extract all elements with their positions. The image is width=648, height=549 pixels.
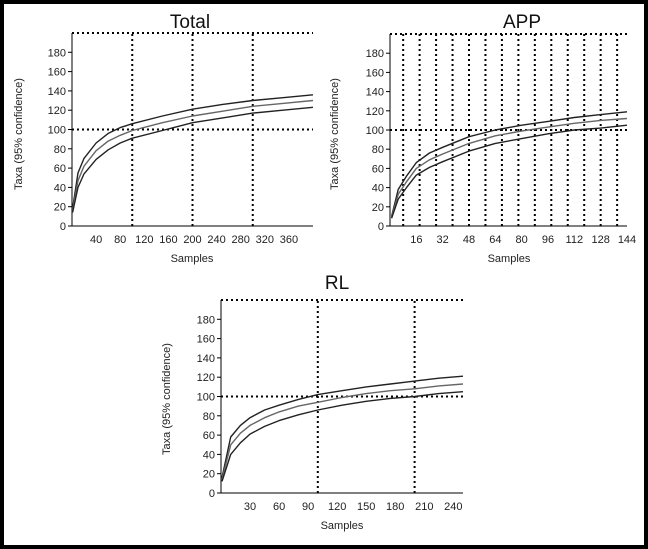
y-axis-label: Taxa (95% confidence)	[329, 78, 341, 190]
y-tick-label: 120	[366, 106, 384, 118]
y-tick-label: 60	[54, 163, 66, 175]
mean-curve	[390, 117, 628, 218]
mean-curve	[221, 383, 464, 480]
y-tick-label: 160	[48, 67, 66, 79]
x-tick-label: 150	[357, 501, 375, 513]
y-axis-label: Taxa (95% confidence)	[161, 343, 173, 455]
rarefaction-figure: Total Samples Taxa (95% confidence) 0 20 4…	[13, 12, 636, 532]
x-tick-label: 280	[232, 234, 250, 246]
x-tick-label: 120	[135, 234, 153, 246]
y-tick-label: 80	[203, 411, 215, 423]
chart-title: APP	[503, 12, 541, 33]
x-tick-label: 210	[415, 501, 433, 513]
x-tick-label: 90	[302, 501, 314, 513]
x-tick-label: 160	[159, 234, 177, 246]
x-tick-label: 80	[516, 234, 528, 246]
y-tick-label: 60	[372, 163, 384, 175]
panel-rl: RL Samples Taxa (95% confidence) 0 20 40 60…	[161, 273, 464, 532]
y-tick-label: 80	[54, 144, 66, 156]
y-axis-label: Taxa (95% confidence)	[13, 78, 25, 190]
x-tick-label: 120	[328, 501, 346, 513]
y-tick-label: 180	[197, 314, 215, 326]
panel-total: Total Samples Taxa (95% confidence) 0 20 4…	[13, 12, 314, 265]
y-tick-label: 20	[203, 469, 215, 481]
x-axis-label: Samples	[321, 520, 364, 532]
x-tick-label: 48	[463, 234, 475, 246]
panel-app: APP Samples Taxa (95% confidence) 0 20 40 6…	[329, 12, 636, 265]
x-tick-label: 200	[183, 234, 201, 246]
x-tick-label: 360	[280, 234, 298, 246]
x-tick-label: 320	[256, 234, 274, 246]
y-tick-label: 60	[203, 430, 215, 442]
x-axis-label: Samples	[488, 253, 531, 265]
y-tick-label: 40	[54, 182, 66, 194]
y-tick-label: 140	[197, 353, 215, 365]
figure: Total Samples Taxa (95% confidence) 0 20 4…	[4, 4, 644, 545]
y-tick-label: 40	[372, 183, 384, 195]
y-tick-label: 160	[366, 67, 384, 79]
x-tick-label: 240	[444, 501, 462, 513]
y-tick-label: 40	[203, 449, 215, 461]
x-tick-label: 16	[410, 234, 422, 246]
x-tick-label: 128	[591, 234, 609, 246]
y-tick-label: 180	[366, 48, 384, 60]
y-tick-label: 120	[197, 372, 215, 384]
y-tick-label: 160	[197, 334, 215, 346]
x-tick-label: 240	[207, 234, 225, 246]
y-tick-label: 140	[48, 86, 66, 98]
x-tick-label: 180	[386, 501, 404, 513]
upper-bound-curve	[71, 94, 314, 209]
x-tick-label: 64	[489, 234, 501, 246]
upper-bound-curve	[221, 375, 464, 478]
mean-curve	[71, 99, 314, 211]
x-tick-label: 80	[114, 234, 126, 246]
upper-bound-curve	[390, 111, 628, 217]
y-tick-label: 80	[372, 144, 384, 156]
y-tick-label: 0	[209, 488, 215, 500]
y-tick-label: 100	[197, 392, 215, 404]
chart-title: Total	[170, 12, 210, 33]
y-tick-label: 140	[366, 87, 384, 99]
lower-bound-curve	[390, 124, 628, 219]
y-tick-label: 0	[60, 221, 66, 233]
x-tick-label: 96	[542, 234, 554, 246]
lower-bound-curve	[71, 106, 314, 213]
y-tick-label: 100	[366, 125, 384, 137]
y-tick-label: 100	[48, 125, 66, 137]
x-tick-label: 112	[566, 234, 584, 246]
x-tick-label: 30	[244, 501, 256, 513]
x-tick-label: 144	[618, 234, 636, 246]
y-tick-label: 180	[48, 47, 66, 59]
y-tick-label: 120	[48, 105, 66, 117]
chart-title: RL	[325, 273, 349, 294]
x-tick-label: 60	[273, 501, 285, 513]
y-tick-label: 20	[372, 202, 384, 214]
x-axis-label: Samples	[171, 253, 214, 265]
lower-bound-curve	[221, 391, 464, 482]
x-tick-label: 40	[90, 234, 102, 246]
y-tick-label: 0	[378, 221, 384, 233]
y-tick-label: 20	[54, 202, 66, 214]
x-tick-label: 32	[437, 234, 449, 246]
